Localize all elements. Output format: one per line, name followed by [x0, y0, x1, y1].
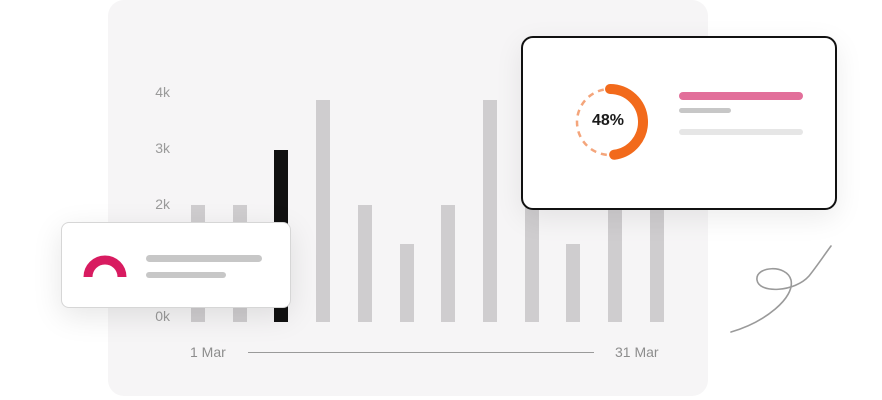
y-tick-label: 3k [155, 140, 170, 156]
placeholder-line [146, 255, 262, 262]
chart-bar [358, 205, 372, 322]
gauge-arc-icon [83, 255, 127, 278]
y-tick-label: 2k [155, 196, 170, 212]
donut-chart [575, 84, 648, 160]
x-axis-start-label: 1 Mar [190, 344, 226, 360]
chart-bar [316, 100, 330, 322]
donut-percent-label: 48% [591, 112, 625, 129]
placeholder-line [146, 272, 226, 278]
placeholder-line [679, 108, 731, 113]
chart-bar [650, 205, 664, 322]
placeholder-line [679, 129, 803, 135]
y-tick-label: 0k [155, 308, 170, 324]
chart-bar [608, 205, 622, 322]
donut-card [521, 36, 837, 210]
chart-bar [525, 205, 539, 322]
x-axis-end-label: 31 Mar [615, 344, 659, 360]
donut-progress-arc [605, 84, 648, 160]
chart-bar [441, 205, 455, 322]
y-tick-label: 4k [155, 84, 170, 100]
placeholder-line-accent [679, 92, 803, 100]
squiggle-decoration [730, 245, 832, 333]
chart-bar [566, 244, 580, 322]
chart-bar [483, 100, 497, 322]
chart-bar [400, 244, 414, 322]
gauge-card [61, 222, 291, 308]
x-axis-line [248, 352, 594, 353]
